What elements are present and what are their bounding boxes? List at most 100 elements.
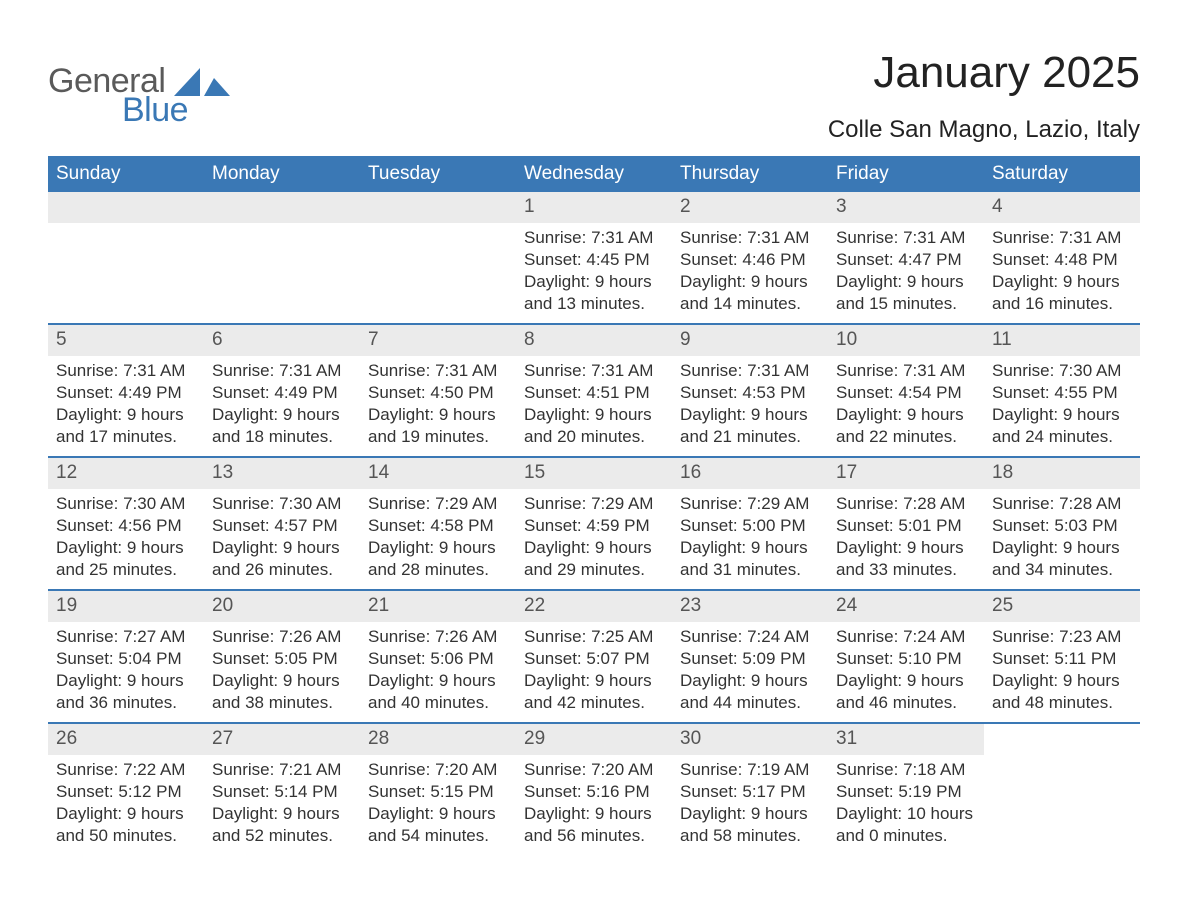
day-number-empty bbox=[48, 192, 204, 223]
day-number: 2 bbox=[672, 192, 828, 223]
day-number: 23 bbox=[672, 591, 828, 622]
day-cell: 7Sunrise: 7:31 AMSunset: 4:50 PMDaylight… bbox=[360, 325, 516, 456]
day-number: 16 bbox=[672, 458, 828, 489]
daylight-line-2: and 0 minutes. bbox=[836, 825, 976, 847]
daylight-line-2: and 58 minutes. bbox=[680, 825, 820, 847]
sunrise-line: Sunrise: 7:18 AM bbox=[836, 759, 976, 781]
day-cell: 11Sunrise: 7:30 AMSunset: 4:55 PMDayligh… bbox=[984, 325, 1140, 456]
daylight-line-2: and 36 minutes. bbox=[56, 692, 196, 714]
sunset-line: Sunset: 4:47 PM bbox=[836, 249, 976, 271]
sunrise-line: Sunrise: 7:29 AM bbox=[368, 493, 508, 515]
sunset-line: Sunset: 5:07 PM bbox=[524, 648, 664, 670]
daylight-line-2: and 42 minutes. bbox=[524, 692, 664, 714]
calendar-week: 1Sunrise: 7:31 AMSunset: 4:45 PMDaylight… bbox=[48, 192, 1140, 323]
daylight-line-2: and 14 minutes. bbox=[680, 293, 820, 315]
day-cell: 20Sunrise: 7:26 AMSunset: 5:05 PMDayligh… bbox=[204, 591, 360, 722]
day-cell: 10Sunrise: 7:31 AMSunset: 4:54 PMDayligh… bbox=[828, 325, 984, 456]
day-cell: 30Sunrise: 7:19 AMSunset: 5:17 PMDayligh… bbox=[672, 724, 828, 855]
sunrise-line: Sunrise: 7:30 AM bbox=[992, 360, 1132, 382]
day-number: 12 bbox=[48, 458, 204, 489]
daylight-line-1: Daylight: 9 hours bbox=[368, 670, 508, 692]
sunrise-line: Sunrise: 7:31 AM bbox=[524, 227, 664, 249]
day-number: 26 bbox=[48, 724, 204, 755]
day-cell: 14Sunrise: 7:29 AMSunset: 4:58 PMDayligh… bbox=[360, 458, 516, 589]
day-number: 28 bbox=[360, 724, 516, 755]
sunrise-line: Sunrise: 7:22 AM bbox=[56, 759, 196, 781]
daylight-line-2: and 17 minutes. bbox=[56, 426, 196, 448]
daylight-line-1: Daylight: 9 hours bbox=[56, 803, 196, 825]
day-cell: 25Sunrise: 7:23 AMSunset: 5:11 PMDayligh… bbox=[984, 591, 1140, 722]
sunset-line: Sunset: 5:19 PM bbox=[836, 781, 976, 803]
daylight-line-1: Daylight: 9 hours bbox=[368, 803, 508, 825]
day-cell: 12Sunrise: 7:30 AMSunset: 4:56 PMDayligh… bbox=[48, 458, 204, 589]
sunset-line: Sunset: 4:56 PM bbox=[56, 515, 196, 537]
sunset-line: Sunset: 4:49 PM bbox=[56, 382, 196, 404]
daylight-line-2: and 25 minutes. bbox=[56, 559, 196, 581]
daylight-line-1: Daylight: 9 hours bbox=[992, 271, 1132, 293]
daylight-line-1: Daylight: 9 hours bbox=[680, 537, 820, 559]
weekday-header-cell: Saturday bbox=[984, 156, 1140, 192]
day-cell: 28Sunrise: 7:20 AMSunset: 5:15 PMDayligh… bbox=[360, 724, 516, 855]
daylight-line-1: Daylight: 9 hours bbox=[524, 404, 664, 426]
sunrise-line: Sunrise: 7:20 AM bbox=[368, 759, 508, 781]
weekday-header-cell: Tuesday bbox=[360, 156, 516, 192]
day-cell: 2Sunrise: 7:31 AMSunset: 4:46 PMDaylight… bbox=[672, 192, 828, 323]
sunset-line: Sunset: 5:01 PM bbox=[836, 515, 976, 537]
daylight-line-2: and 54 minutes. bbox=[368, 825, 508, 847]
daylight-line-2: and 34 minutes. bbox=[992, 559, 1132, 581]
daylight-line-1: Daylight: 9 hours bbox=[524, 537, 664, 559]
daylight-line-1: Daylight: 9 hours bbox=[56, 670, 196, 692]
sunset-line: Sunset: 5:04 PM bbox=[56, 648, 196, 670]
day-number: 19 bbox=[48, 591, 204, 622]
day-cell: 15 Sunrise: 7:29 AMSunset: 4:59 PMDayligh… bbox=[516, 458, 672, 589]
day-cell: 23Sunrise: 7:24 AMSunset: 5:09 PMDayligh… bbox=[672, 591, 828, 722]
day-number: 31 bbox=[828, 724, 984, 755]
daylight-line-2: and 50 minutes. bbox=[56, 825, 196, 847]
sunrise-line: Sunrise: 7:31 AM bbox=[836, 227, 976, 249]
daylight-line-2: and 52 minutes. bbox=[212, 825, 352, 847]
sunset-line: Sunset: 4:59 PM bbox=[524, 515, 664, 537]
daylight-line-2: and 29 minutes. bbox=[524, 559, 664, 581]
location-subtitle: Colle San Magno, Lazio, Italy bbox=[828, 116, 1140, 144]
sunset-line: Sunset: 5:11 PM bbox=[992, 648, 1132, 670]
weekday-header-cell: Wednesday bbox=[516, 156, 672, 192]
day-number: 15 bbox=[516, 458, 672, 489]
daylight-line-2: and 22 minutes. bbox=[836, 426, 976, 448]
weekday-header-cell: Friday bbox=[828, 156, 984, 192]
daylight-line-2: and 28 minutes. bbox=[368, 559, 508, 581]
day-number: 10 bbox=[828, 325, 984, 356]
daylight-line-1: Daylight: 9 hours bbox=[836, 271, 976, 293]
day-cell: 16Sunrise: 7:29 AMSunset: 5:00 PMDayligh… bbox=[672, 458, 828, 589]
weekday-header-row: SundayMondayTuesdayWednesdayThursdayFrid… bbox=[48, 156, 1140, 192]
daylight-line-2: and 16 minutes. bbox=[992, 293, 1132, 315]
daylight-line-1: Daylight: 9 hours bbox=[992, 670, 1132, 692]
sunrise-line: Sunrise: 7:26 AM bbox=[368, 626, 508, 648]
daylight-line-1: Daylight: 9 hours bbox=[212, 670, 352, 692]
sunrise-line: Sunrise: 7:29 AM bbox=[524, 493, 664, 515]
daylight-line-2: and 56 minutes. bbox=[524, 825, 664, 847]
daylight-line-1: Daylight: 9 hours bbox=[836, 537, 976, 559]
sunset-line: Sunset: 4:51 PM bbox=[524, 382, 664, 404]
day-cell: 26 Sunrise: 7:22 AMSunset: 5:12 PMDayligh… bbox=[48, 724, 204, 855]
day-number: 21 bbox=[360, 591, 516, 622]
day-cell: 13Sunrise: 7:30 AMSunset: 4:57 PMDayligh… bbox=[204, 458, 360, 589]
day-number: 7 bbox=[360, 325, 516, 356]
day-cell: 22Sunrise: 7:25 AMSunset: 5:07 PMDayligh… bbox=[516, 591, 672, 722]
day-number: 27 bbox=[204, 724, 360, 755]
logo-flag-icon bbox=[174, 68, 234, 96]
day-number: 18 bbox=[984, 458, 1140, 489]
sunset-line: Sunset: 5:09 PM bbox=[680, 648, 820, 670]
sunset-line: Sunset: 5:12 PM bbox=[56, 781, 196, 803]
sunrise-line: Sunrise: 7:19 AM bbox=[680, 759, 820, 781]
sunrise-line: Sunrise: 7:31 AM bbox=[56, 360, 196, 382]
calendar-week: 19Sunrise: 7:27 AMSunset: 5:04 PMDayligh… bbox=[48, 589, 1140, 722]
daylight-line-1: Daylight: 9 hours bbox=[56, 404, 196, 426]
day-number: 29 bbox=[516, 724, 672, 755]
daylight-line-1: Daylight: 9 hours bbox=[524, 670, 664, 692]
day-cell: 17Sunrise: 7:28 AMSunset: 5:01 PMDayligh… bbox=[828, 458, 984, 589]
page-title: January 2025 bbox=[828, 48, 1140, 98]
calendar-week: 12Sunrise: 7:30 AMSunset: 4:56 PMDayligh… bbox=[48, 456, 1140, 589]
weekday-header-cell: Monday bbox=[204, 156, 360, 192]
sunrise-line: Sunrise: 7:28 AM bbox=[836, 493, 976, 515]
day-cell: 31Sunrise: 7:18 AMSunset: 5:19 PMDayligh… bbox=[828, 724, 984, 855]
